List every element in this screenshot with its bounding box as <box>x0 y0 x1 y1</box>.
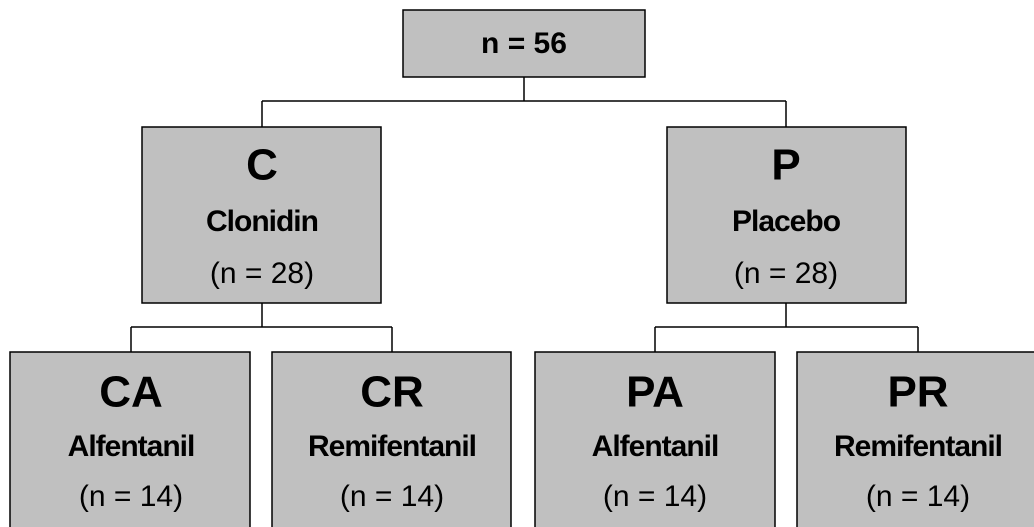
group-code: C <box>246 141 278 190</box>
subgroup-name: Alfentanil <box>68 430 195 463</box>
subgroup-count: (n = 14) <box>79 480 183 513</box>
subgroup-name: Remifentanil <box>834 430 1002 463</box>
subgroup-box <box>534 351 776 527</box>
subgroup-name: Remifentanil <box>308 430 476 463</box>
subgroup-code: PR <box>887 368 948 417</box>
subgroup-box <box>9 351 251 527</box>
subgroup-count: (n = 14) <box>603 480 707 513</box>
group-name: Placebo <box>732 205 841 238</box>
subgroup-box <box>271 351 512 527</box>
group-box <box>141 126 382 304</box>
subgroup-count: (n = 14) <box>866 480 970 513</box>
subgroup-name: Alfentanil <box>592 430 719 463</box>
subgroup-count: (n = 14) <box>340 480 444 513</box>
subgroup-code: PA <box>626 368 684 417</box>
root-label: n = 56 <box>481 27 567 60</box>
group-count: (n = 28) <box>210 257 314 290</box>
group-code: P <box>771 141 800 190</box>
subgroup-code: CR <box>360 368 424 417</box>
subgroup-box <box>796 351 1034 527</box>
group-count: (n = 28) <box>734 257 838 290</box>
group-name: Clonidin <box>206 205 318 238</box>
root-box <box>402 9 646 78</box>
subgroup-code: CA <box>99 368 163 417</box>
group-box <box>666 126 907 304</box>
